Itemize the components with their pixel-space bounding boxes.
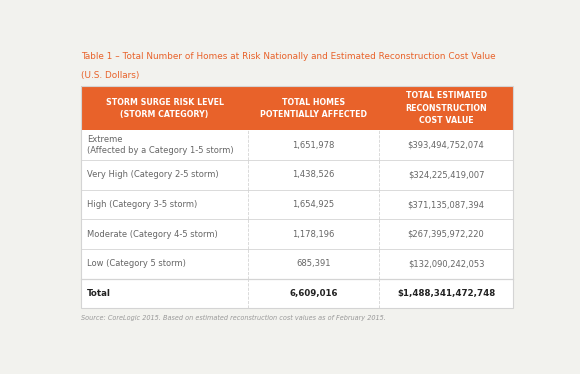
Text: $267,395,972,220: $267,395,972,220 bbox=[408, 230, 484, 239]
Text: Very High (Category 2-5 storm): Very High (Category 2-5 storm) bbox=[88, 171, 219, 180]
Text: TOTAL HOMES
POTENTIALLY AFFECTED: TOTAL HOMES POTENTIALLY AFFECTED bbox=[260, 98, 367, 119]
Text: STORM SURGE RISK LEVEL
(STORM CATEGORY): STORM SURGE RISK LEVEL (STORM CATEGORY) bbox=[106, 98, 223, 119]
Text: Moderate (Category 4-5 storm): Moderate (Category 4-5 storm) bbox=[88, 230, 218, 239]
Text: 685,391: 685,391 bbox=[296, 260, 331, 269]
FancyBboxPatch shape bbox=[81, 131, 513, 309]
Text: 1,651,978: 1,651,978 bbox=[292, 141, 335, 150]
Text: 1,178,196: 1,178,196 bbox=[292, 230, 335, 239]
Text: High (Category 3-5 storm): High (Category 3-5 storm) bbox=[88, 200, 198, 209]
Text: TOTAL ESTIMATED
RECONSTRUCTION
COST VALUE: TOTAL ESTIMATED RECONSTRUCTION COST VALU… bbox=[405, 91, 487, 125]
FancyBboxPatch shape bbox=[81, 86, 513, 131]
Text: 6,609,016: 6,609,016 bbox=[289, 289, 338, 298]
Text: $393,494,752,074: $393,494,752,074 bbox=[408, 141, 484, 150]
Text: $1,488,341,472,748: $1,488,341,472,748 bbox=[397, 289, 495, 298]
Text: $371,135,087,394: $371,135,087,394 bbox=[408, 200, 485, 209]
Text: 1,654,925: 1,654,925 bbox=[292, 200, 335, 209]
Text: Table 1 – Total Number of Homes at Risk Nationally and Estimated Reconstruction : Table 1 – Total Number of Homes at Risk … bbox=[81, 52, 496, 61]
Text: $324,225,419,007: $324,225,419,007 bbox=[408, 171, 484, 180]
Text: Total: Total bbox=[88, 289, 111, 298]
Text: (U.S. Dollars): (U.S. Dollars) bbox=[81, 71, 140, 80]
Text: 1,438,526: 1,438,526 bbox=[292, 171, 335, 180]
Text: Source: CoreLogic 2015. Based on estimated reconstruction cost values as of Febr: Source: CoreLogic 2015. Based on estimat… bbox=[81, 315, 386, 321]
Text: Low (Category 5 storm): Low (Category 5 storm) bbox=[88, 260, 186, 269]
Text: $132,090,242,053: $132,090,242,053 bbox=[408, 260, 484, 269]
Text: Extreme
(Affected by a Category 1-5 storm): Extreme (Affected by a Category 1-5 stor… bbox=[88, 135, 234, 155]
